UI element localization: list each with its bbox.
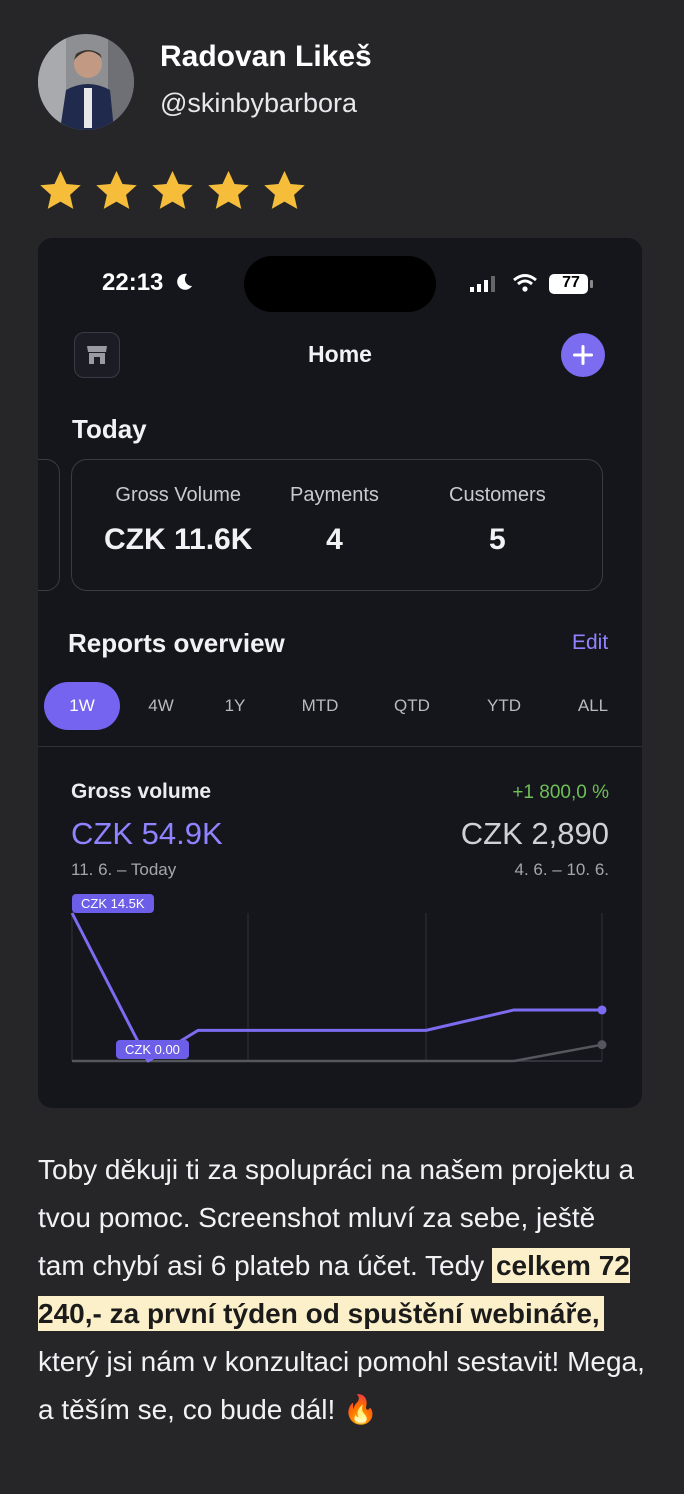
star-icon <box>152 170 193 209</box>
signal-icon <box>470 276 495 292</box>
moon-icon <box>177 273 192 290</box>
previous-card[interactable] <box>38 459 60 591</box>
current-range: 11. 6. – Today <box>71 860 177 879</box>
star-icon <box>96 170 137 209</box>
stat-label: Gross Volume <box>115 484 241 506</box>
author-avatar[interactable] <box>38 34 134 130</box>
star-icon <box>264 170 305 209</box>
reports-heading: Reports overview <box>68 628 285 658</box>
min-value-chip: CZK 0.00 <box>116 1040 189 1059</box>
period-tabs: 1W 4W 1Y MTD QTD YTD ALL <box>38 682 642 730</box>
stat-customers: Customers 5 <box>449 484 546 557</box>
author-handle[interactable]: @skinbybarbora <box>160 88 358 118</box>
edit-link[interactable]: Edit <box>572 631 609 654</box>
today-heading: Today <box>72 414 147 444</box>
star-icon <box>40 170 81 209</box>
app-screenshot: 22:13 77 Home Today Gross Volum <box>38 238 642 1108</box>
star-icon <box>208 170 249 209</box>
max-value-chip: CZK 14.5K <box>72 894 154 913</box>
today-stats-card[interactable]: Gross Volume CZK 11.6K Payments 4 Custom… <box>71 459 603 591</box>
tab-mtd[interactable]: MTD <box>301 696 339 715</box>
battery-icon <box>549 274 593 294</box>
review-text-part1: Toby děkuji ti za spolupráci na našem pr… <box>38 1154 635 1281</box>
tab-4w[interactable]: 4W <box>148 696 174 715</box>
wifi-icon <box>513 274 537 292</box>
stat-value: 4 <box>326 523 343 556</box>
review-text: Toby děkuji ti za spolupráci na našem pr… <box>38 1146 648 1434</box>
tab-ytd[interactable]: YTD <box>487 696 521 715</box>
tab-1w[interactable]: 1W <box>44 682 120 730</box>
tab-1y[interactable]: 1Y <box>224 696 246 715</box>
tab-qtd[interactable]: QTD <box>394 696 430 715</box>
add-button[interactable] <box>561 333 605 377</box>
review-text-part2: který jsi nám v konzultaci pomohl sestav… <box>38 1346 645 1425</box>
stat-value: CZK 11.6K <box>104 523 253 556</box>
tab-all[interactable]: ALL <box>577 696 609 715</box>
stat-value: 5 <box>489 523 506 556</box>
divider <box>38 746 642 747</box>
stat-payments: Payments 4 <box>290 484 379 557</box>
previous-value: CZK 2,890 <box>460 816 609 851</box>
series-end-point <box>597 1040 607 1050</box>
stat-label: Customers <box>449 484 546 506</box>
status-time: 22:13 <box>102 269 164 296</box>
page-title: Home <box>308 341 372 367</box>
store-button[interactable] <box>74 332 120 378</box>
stat-label: Payments <box>290 484 379 506</box>
current-value: CZK 54.9K <box>71 816 223 851</box>
series-line <box>70 912 602 1063</box>
gross-volume-chart[interactable] <box>38 878 642 1078</box>
gross-volume-label: Gross volume <box>71 780 212 803</box>
plus-icon <box>573 345 593 365</box>
author-name[interactable]: Radovan Likeš <box>160 40 372 73</box>
battery-level: 77 <box>562 274 580 291</box>
previous-range: 4. 6. – 10. 6. <box>514 860 609 879</box>
dynamic-island <box>244 256 436 312</box>
star-rating <box>38 168 307 213</box>
store-icon <box>87 346 107 364</box>
series-end-point <box>597 1005 607 1015</box>
stat-gross-volume: Gross Volume CZK 11.6K <box>104 484 252 557</box>
change-percent: +1 800,0 % <box>512 782 609 803</box>
